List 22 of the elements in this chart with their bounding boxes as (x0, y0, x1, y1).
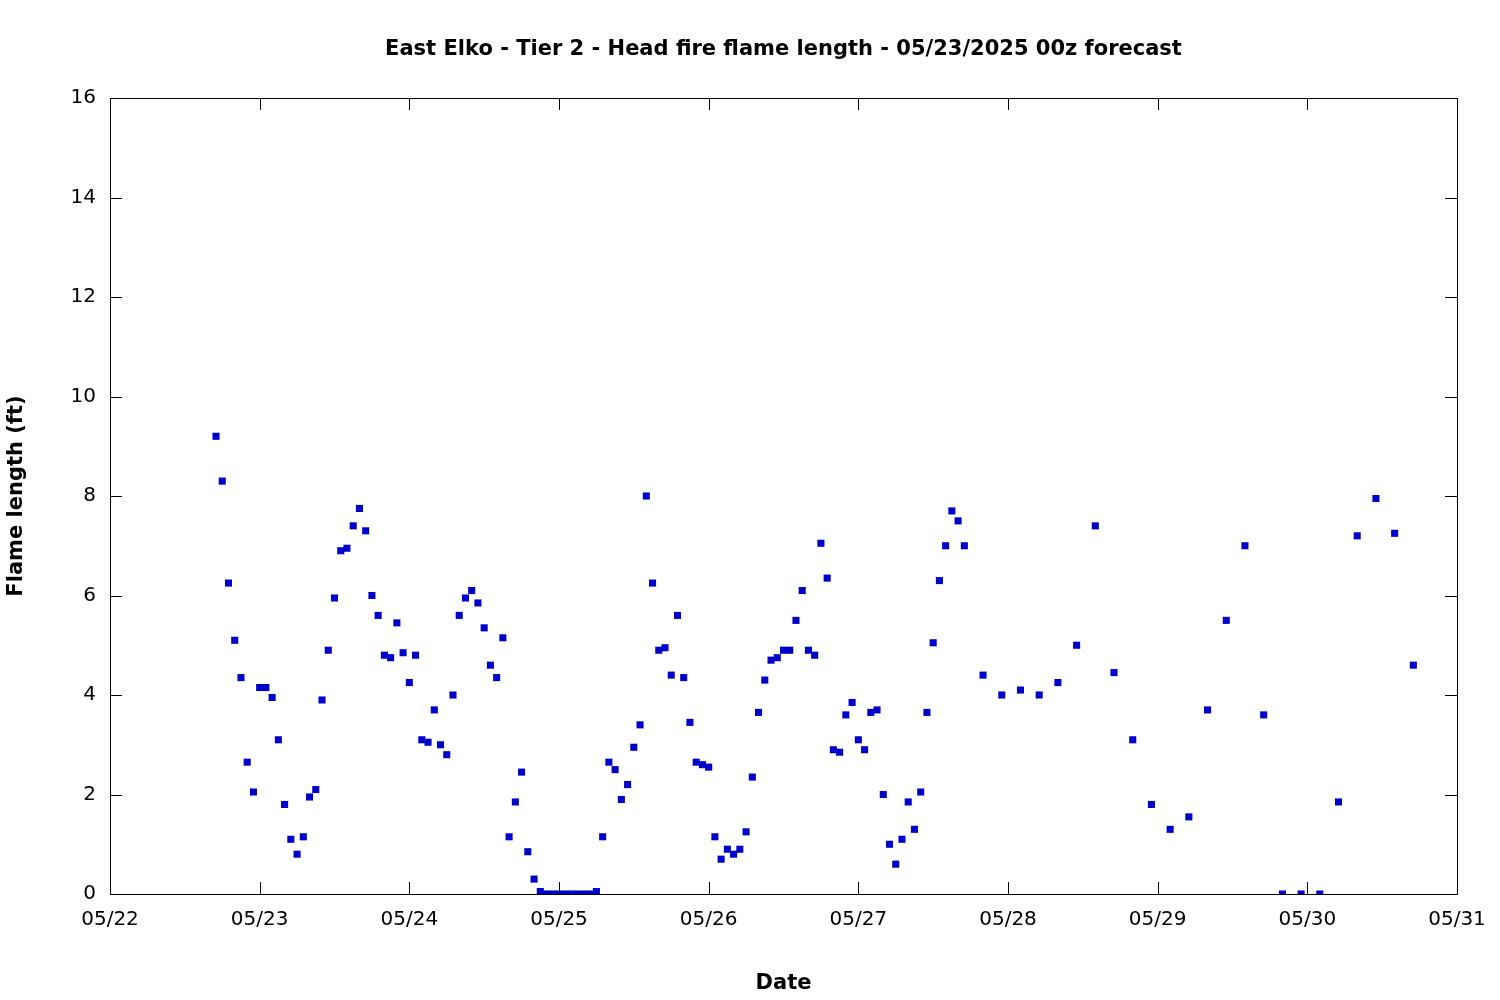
x-tick-label: 05/31 (1428, 906, 1486, 931)
x-tick-label: 05/28 (979, 906, 1037, 931)
y-tick-label: 14 (70, 183, 96, 208)
y-tick-label: 0 (83, 880, 96, 905)
x-tick-label: 05/29 (1128, 906, 1187, 931)
y-axis-title: Flame length (ft) (3, 395, 28, 597)
y-tick-label: 16 (70, 84, 96, 109)
x-tick-label: 05/26 (679, 906, 738, 931)
x-tick-label: 05/24 (380, 906, 439, 931)
x-axis-title: Date (755, 969, 812, 994)
x-tick-label: 05/25 (530, 906, 588, 931)
x-tick-label: 05/30 (1278, 906, 1337, 931)
y-tick-label: 2 (83, 780, 96, 805)
y-tick-label: 12 (70, 283, 96, 308)
y-tick-label: 8 (83, 482, 96, 507)
y-tick-label: 10 (70, 382, 96, 407)
x-tick-label: 05/27 (829, 906, 888, 931)
chart-title: East Elko - Tier 2 - Head fire flame length - 05/23/2025 00z forecast (385, 36, 1182, 61)
y-tick-label: 4 (83, 681, 96, 706)
x-tick-label: 05/23 (230, 906, 289, 931)
y-tick-label: 6 (83, 581, 96, 606)
x-tick-label: 05/22 (81, 906, 139, 931)
